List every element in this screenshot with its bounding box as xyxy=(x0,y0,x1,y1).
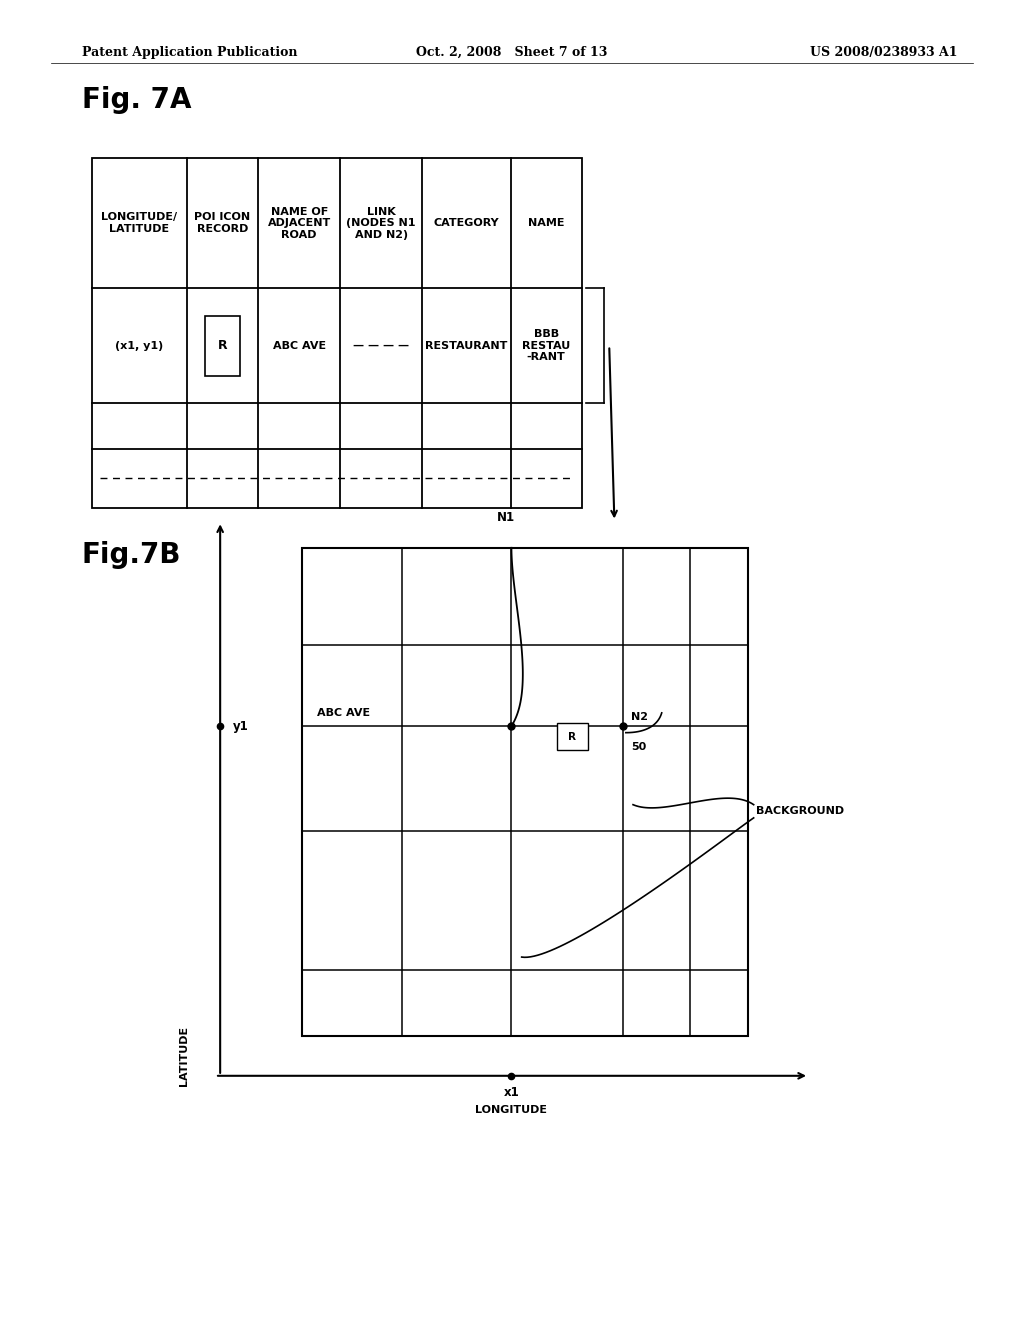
Text: LONGITUDE: LONGITUDE xyxy=(475,1105,548,1115)
Text: POI ICON
RECORD: POI ICON RECORD xyxy=(195,213,251,234)
Text: US 2008/0238933 A1: US 2008/0238933 A1 xyxy=(810,46,957,59)
Text: LATITUDE: LATITUDE xyxy=(179,1026,189,1086)
Text: ABC AVE: ABC AVE xyxy=(272,341,326,351)
Bar xyxy=(557,723,588,750)
Text: LONGITUDE/
LATITUDE: LONGITUDE/ LATITUDE xyxy=(101,213,177,234)
Text: Fig. 7A: Fig. 7A xyxy=(82,86,191,114)
Text: RESTAURANT: RESTAURANT xyxy=(425,341,508,351)
Text: Oct. 2, 2008   Sheet 7 of 13: Oct. 2, 2008 Sheet 7 of 13 xyxy=(417,46,607,59)
Text: ABC AVE: ABC AVE xyxy=(317,708,371,718)
Bar xyxy=(302,548,748,1036)
Text: N1: N1 xyxy=(498,511,515,524)
Text: NAME: NAME xyxy=(528,218,564,228)
Text: y1: y1 xyxy=(232,719,248,733)
Text: Patent Application Publication: Patent Application Publication xyxy=(82,46,297,59)
Text: CATEGORY: CATEGORY xyxy=(434,218,500,228)
Text: x1: x1 xyxy=(504,1086,519,1100)
Text: LINK
(NODES N1
AND N2): LINK (NODES N1 AND N2) xyxy=(346,206,416,240)
Text: BACKGROUND: BACKGROUND xyxy=(756,807,844,816)
Text: Fig.7B: Fig.7B xyxy=(82,541,181,569)
Bar xyxy=(205,315,241,376)
Text: R: R xyxy=(568,731,577,742)
Text: NAME OF
ADJACENT
ROAD: NAME OF ADJACENT ROAD xyxy=(267,206,331,240)
Text: (x1, y1): (x1, y1) xyxy=(116,341,164,351)
Text: — — — —: — — — — xyxy=(353,341,410,351)
Text: N2: N2 xyxy=(631,711,648,722)
Text: R: R xyxy=(218,339,227,352)
Bar xyxy=(92,158,582,508)
Text: BBB
RESTAU
-RANT: BBB RESTAU -RANT xyxy=(522,329,570,362)
Text: 50: 50 xyxy=(631,742,646,752)
